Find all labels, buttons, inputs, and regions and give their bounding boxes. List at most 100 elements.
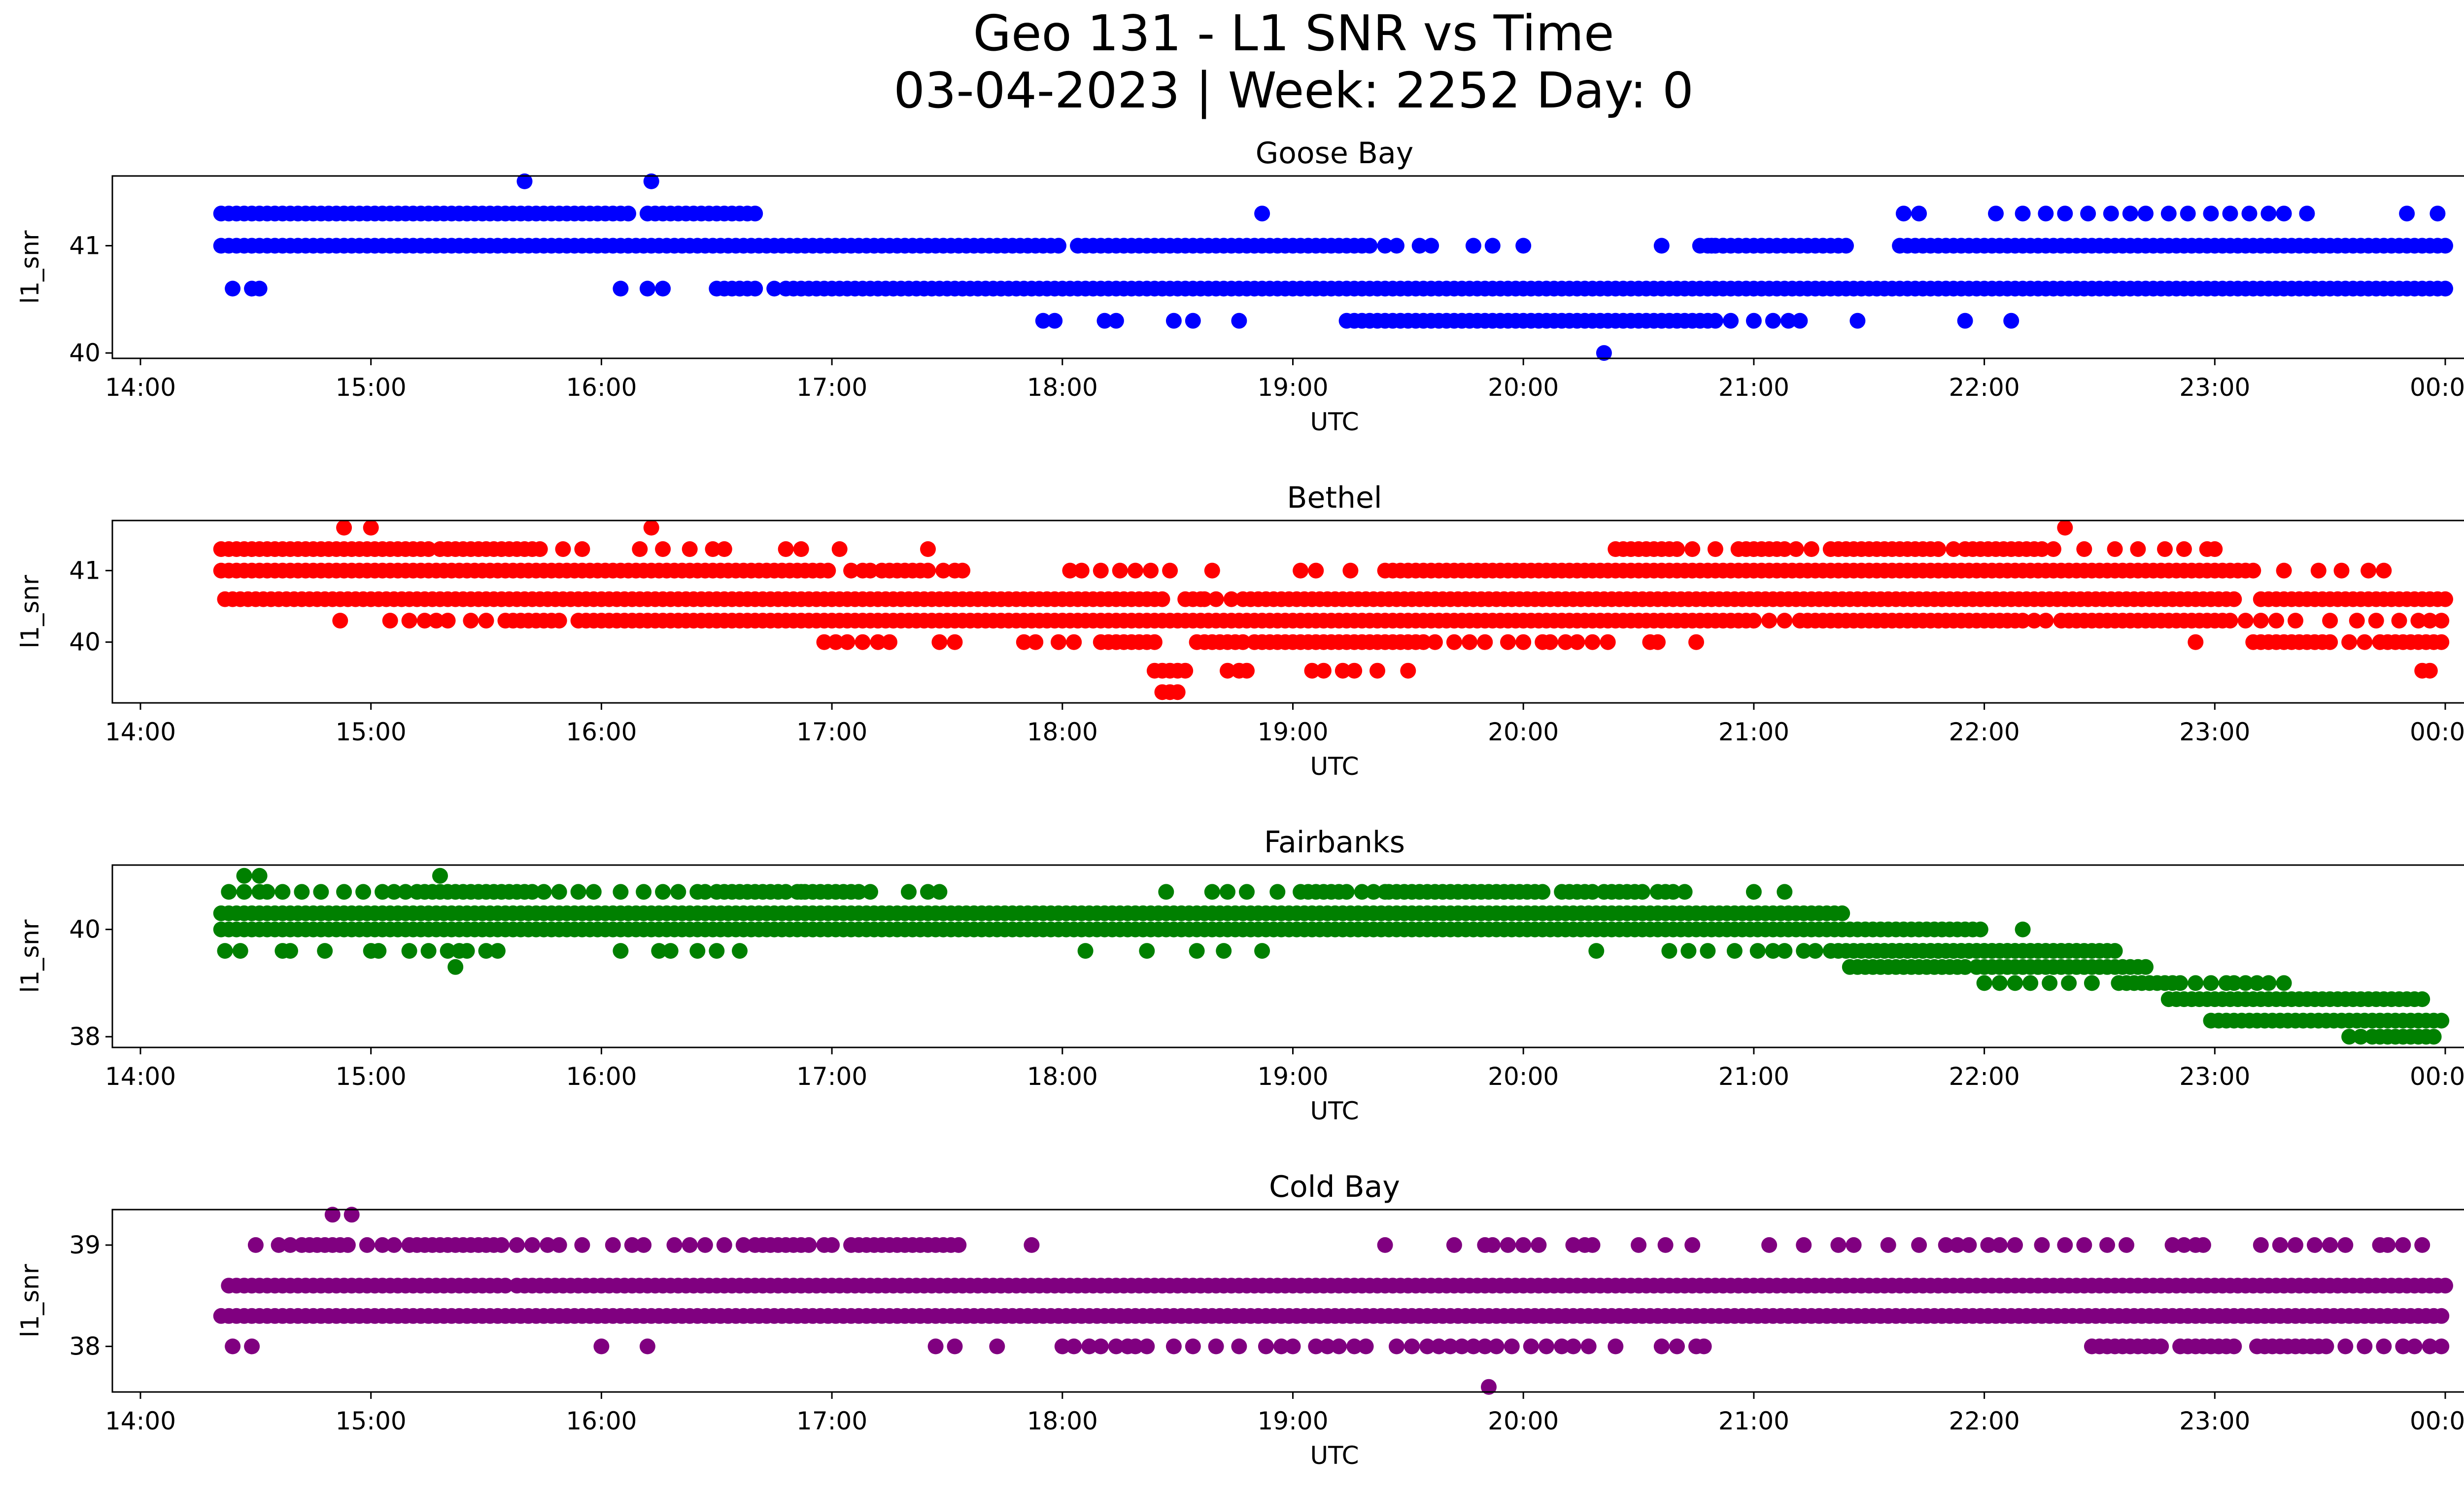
- x-tick-label: 19:00: [1257, 1062, 1328, 1091]
- data-point: [1366, 884, 1382, 900]
- data-point: [1197, 591, 1213, 607]
- data-point: [1484, 1237, 1501, 1253]
- data-point: [1404, 1338, 1420, 1355]
- data-point: [1584, 884, 1601, 900]
- data-point: [1419, 1338, 1436, 1355]
- data-point: [931, 634, 948, 650]
- data-point: [1745, 613, 1762, 629]
- data-point: [1462, 634, 1478, 650]
- x-tick-label: 18:00: [1027, 1062, 1098, 1091]
- x-tick-label: 00:00: [2410, 1407, 2464, 1435]
- data-point: [2410, 613, 2427, 629]
- data-point: [2391, 613, 2407, 629]
- data-point: [551, 1237, 567, 1253]
- data-point: [1584, 634, 1601, 650]
- data-point: [2107, 541, 2123, 557]
- data-point: [793, 884, 809, 900]
- data-point: [766, 280, 783, 297]
- data-point: [1185, 1338, 1201, 1355]
- x-tick-label: 19:00: [1257, 1407, 1328, 1435]
- data-point: [593, 1338, 610, 1355]
- data-point: [1096, 313, 1113, 329]
- data-point: [2084, 975, 2100, 991]
- subplot-cold-bay: 14:00 15:00 16:00 17:00 18:00 19:00 20:00 21:00…: [16, 1170, 2464, 1470]
- data-point: [1631, 1237, 1647, 1253]
- data-point: [336, 884, 352, 900]
- data-point: [851, 884, 867, 900]
- x-tick-label: 19:00: [1257, 373, 1328, 402]
- x-tick-label: 16:00: [566, 1407, 637, 1435]
- x-axis-label: UTC: [1310, 752, 1359, 781]
- data-point: [778, 884, 794, 900]
- data-point: [2253, 1237, 2269, 1253]
- data-point: [870, 634, 886, 650]
- data-point: [1335, 662, 1351, 679]
- data-point: [1554, 1338, 1570, 1355]
- figure-title-line2: 03-04-2023 | Week: 2252 Day: 0: [893, 62, 1693, 119]
- x-tick-label: 14:00: [105, 1407, 176, 1435]
- data-point: [2260, 975, 2277, 991]
- data-point: [2376, 562, 2392, 579]
- data-point: [2022, 975, 2039, 991]
- y-tick-label: 38: [69, 1022, 101, 1051]
- data-point: [1565, 1237, 1581, 1253]
- data-point: [236, 884, 252, 900]
- subplot-title: Goose Bay: [1256, 136, 1414, 171]
- data-point: [1653, 238, 1670, 254]
- data-point: [540, 1237, 556, 1253]
- x-tick-label: 15:00: [336, 1062, 407, 1091]
- data-point: [1911, 1237, 1927, 1253]
- data-point: [332, 613, 348, 629]
- data-point: [1991, 1237, 2008, 1253]
- data-point: [1081, 1338, 1097, 1355]
- data-point: [432, 868, 448, 884]
- x-tick-label: 22:00: [1949, 718, 2020, 746]
- data-point: [1777, 943, 1793, 959]
- subplot-title: Cold Bay: [1269, 1170, 1400, 1204]
- data-point: [509, 1237, 525, 1253]
- data-point: [643, 173, 659, 189]
- x-tick-label: 21:00: [1718, 1062, 1789, 1091]
- data-point: [516, 173, 533, 189]
- data-point: [716, 1237, 732, 1253]
- y-tick-label: 40: [69, 628, 101, 657]
- data-point: [1346, 1338, 1363, 1355]
- data-point: [2288, 1237, 2303, 1253]
- data-point: [1331, 1338, 1347, 1355]
- data-point: [697, 884, 713, 900]
- data-point: [2042, 975, 2058, 991]
- data-point: [1454, 1338, 1470, 1355]
- data-point: [1162, 562, 1178, 579]
- data-point: [639, 1338, 655, 1355]
- data-point: [843, 562, 859, 579]
- data-point: [551, 613, 567, 629]
- data-point: [1154, 591, 1170, 607]
- data-point: [1669, 1338, 1685, 1355]
- data-point: [1369, 662, 1385, 679]
- data-point: [1400, 662, 1416, 679]
- data-point: [2026, 613, 2042, 629]
- data-point: [271, 1237, 287, 1253]
- data-point: [1749, 943, 1766, 959]
- data-point: [382, 613, 398, 629]
- data-point: [1093, 1338, 1109, 1355]
- data-point: [2057, 1237, 2073, 1253]
- data-point: [336, 520, 352, 536]
- data-point: [1539, 1338, 1554, 1355]
- figure-title-line1: Geo 131 - L1 SNR vs Time: [973, 4, 1614, 62]
- data-point: [1308, 1338, 1324, 1355]
- data-point: [2061, 975, 2077, 991]
- x-tick-label: 14:00: [105, 1062, 176, 1091]
- data-point: [2395, 1237, 2411, 1253]
- x-tick-label: 21:00: [1718, 718, 1789, 746]
- data-point: [2430, 206, 2446, 222]
- data-point: [1066, 634, 1082, 650]
- data-point: [1016, 634, 1032, 650]
- data-point: [732, 943, 748, 959]
- data-point: [2276, 206, 2292, 222]
- data-point: [620, 206, 636, 222]
- data-point: [632, 541, 648, 557]
- data-point: [1834, 905, 1850, 921]
- data-point: [1093, 562, 1109, 579]
- data-point: [1696, 1338, 1712, 1355]
